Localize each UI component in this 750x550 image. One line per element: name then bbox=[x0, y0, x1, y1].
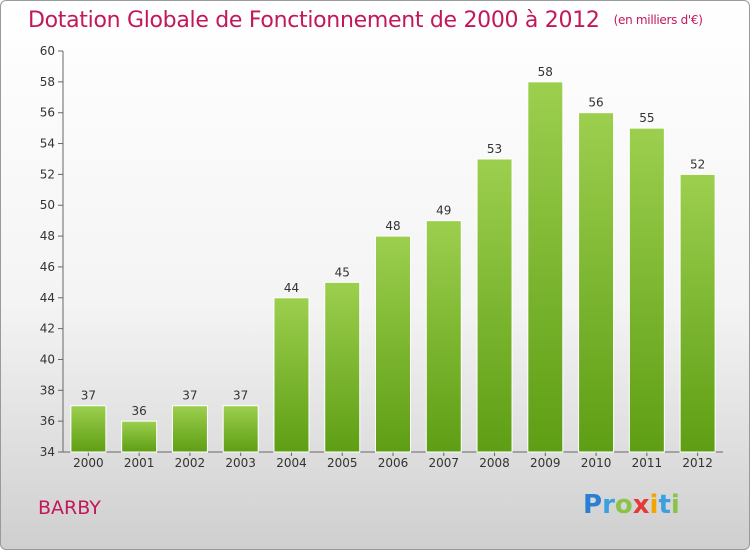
y-tick-label: 40 bbox=[40, 352, 55, 366]
logo-letter: P bbox=[583, 490, 603, 520]
logo-letter: x bbox=[632, 490, 650, 520]
y-tick-label: 58 bbox=[40, 75, 55, 89]
y-tick-label: 34 bbox=[40, 445, 55, 459]
logo-letter: o bbox=[614, 490, 633, 520]
y-tick-label: 50 bbox=[40, 198, 55, 212]
logo-letter: i bbox=[649, 490, 659, 520]
chart-bars bbox=[70, 81, 716, 453]
y-tick-label: 54 bbox=[40, 137, 55, 151]
chart-subtitle: (en milliers d'€) bbox=[613, 13, 703, 27]
bar-2002 bbox=[171, 405, 208, 453]
proxiti-logo: Proxiti bbox=[583, 490, 680, 520]
x-tick-label-2007: 2007 bbox=[428, 456, 459, 470]
data-label-2009: 58 bbox=[538, 65, 553, 79]
data-label-2007: 49 bbox=[436, 204, 451, 218]
y-tick-label: 52 bbox=[40, 167, 55, 181]
logo-letter: r bbox=[602, 490, 615, 520]
x-tick-label-2004: 2004 bbox=[276, 456, 307, 470]
x-tick-label-2011: 2011 bbox=[632, 456, 663, 470]
data-label-2012: 52 bbox=[690, 157, 705, 171]
x-tick-label-2003: 2003 bbox=[225, 456, 256, 470]
x-tick-label-2009: 2009 bbox=[530, 456, 561, 470]
x-tick-label-2002: 2002 bbox=[175, 456, 206, 470]
y-tick-label: 56 bbox=[40, 106, 55, 120]
bar-2003 bbox=[222, 405, 259, 453]
x-tick-label-2001: 2001 bbox=[124, 456, 155, 470]
data-label-2004: 44 bbox=[284, 281, 299, 295]
data-label-2003: 37 bbox=[233, 389, 248, 403]
bar-2005 bbox=[324, 281, 361, 453]
x-tick-label-2010: 2010 bbox=[581, 456, 612, 470]
data-label-2002: 37 bbox=[182, 389, 197, 403]
bar-2011 bbox=[628, 127, 665, 453]
bar-2007 bbox=[425, 220, 462, 453]
data-label-2005: 45 bbox=[335, 265, 350, 279]
bar-2010 bbox=[578, 112, 615, 453]
logo-letter: t bbox=[658, 490, 671, 520]
data-label-2000: 37 bbox=[81, 389, 96, 403]
data-label-2011: 55 bbox=[639, 111, 654, 125]
y-tick-label: 60 bbox=[40, 44, 55, 58]
commune-name: BARBY bbox=[38, 497, 101, 519]
bar-2001 bbox=[121, 420, 158, 453]
data-label-2008: 53 bbox=[487, 142, 502, 156]
y-tick-label: 46 bbox=[40, 260, 55, 274]
chart-title-text: Dotation Globale de Fonctionnement de 20… bbox=[28, 8, 600, 33]
y-tick-label: 44 bbox=[40, 291, 55, 305]
data-label-2010: 56 bbox=[588, 96, 603, 110]
x-tick-label-2006: 2006 bbox=[378, 456, 409, 470]
bar-2009 bbox=[527, 81, 564, 453]
data-label-2001: 36 bbox=[132, 404, 147, 418]
y-tick-label: 36 bbox=[40, 414, 55, 428]
x-tick-label-2008: 2008 bbox=[479, 456, 510, 470]
y-tick-label: 42 bbox=[40, 322, 55, 336]
bar-2008 bbox=[476, 158, 513, 453]
y-tick-label: 48 bbox=[40, 229, 55, 243]
x-tick-label-2000: 2000 bbox=[73, 456, 104, 470]
data-label-2006: 48 bbox=[385, 219, 400, 233]
x-tick-label-2005: 2005 bbox=[327, 456, 358, 470]
logo-letter: i bbox=[670, 490, 680, 520]
chart-axes: 34 36 38 40 42 44 46 48 50 52 54 56 58 60 2000 2001 2002… bbox=[40, 44, 723, 470]
chart-title: Dotation Globale de Fonctionnement de 20… bbox=[28, 8, 703, 33]
bar-2000 bbox=[70, 405, 107, 453]
bar-2006 bbox=[375, 235, 411, 453]
x-tick-label-2012: 2012 bbox=[682, 456, 713, 470]
bar-2012 bbox=[679, 173, 716, 453]
y-tick-label: 38 bbox=[40, 383, 55, 397]
bar-2004 bbox=[273, 297, 310, 453]
chart-data-labels: 37 36 37 37 44 45 48 49 53 58 56 55 52 bbox=[81, 65, 706, 418]
